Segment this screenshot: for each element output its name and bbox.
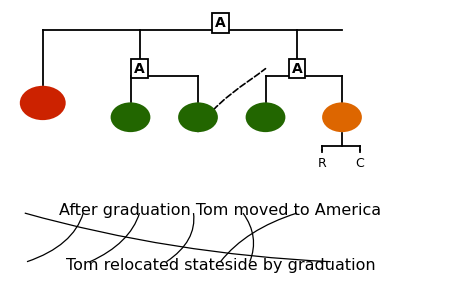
Ellipse shape [20,86,66,120]
Text: A: A [215,16,226,30]
Text: A: A [292,62,302,76]
Text: After graduation Tom moved to America: After graduation Tom moved to America [59,203,382,218]
Ellipse shape [322,102,362,132]
Ellipse shape [246,102,285,132]
Text: C: C [356,157,364,170]
Ellipse shape [178,102,218,132]
Text: R: R [317,157,326,170]
Text: Tom relocated stateside by graduation: Tom relocated stateside by graduation [66,259,375,273]
Text: A: A [134,62,145,76]
Ellipse shape [111,102,150,132]
